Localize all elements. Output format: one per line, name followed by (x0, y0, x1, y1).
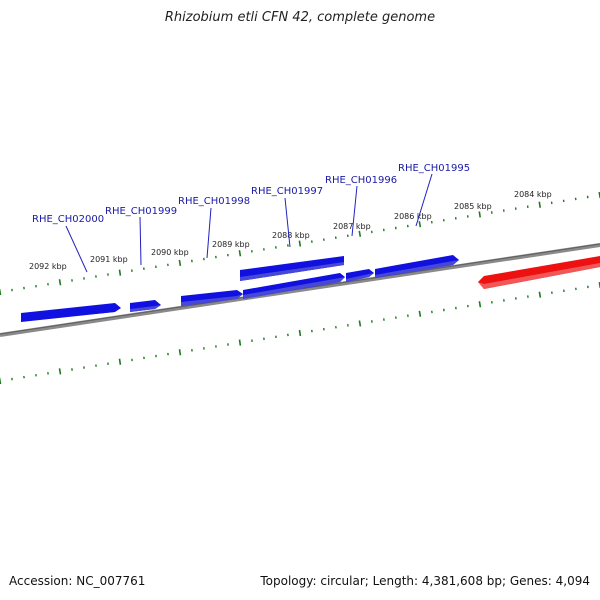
major-tick (238, 339, 242, 346)
label-leader (139, 216, 142, 266)
gene-label[interactable]: RHE_CH01999 (105, 206, 177, 217)
kbp-label: 2089 kbp (212, 240, 250, 249)
accession-label: Accession: NC_007761 (9, 574, 146, 588)
gene-label[interactable]: RHE_CH01998 (178, 196, 250, 207)
major-tick (418, 310, 422, 317)
label-leader (65, 225, 88, 273)
kbp-label: 2088 kbp (272, 231, 310, 240)
inner-tick-ring (0, 282, 600, 385)
gene-label[interactable]: RHE_CH01997 (251, 186, 323, 197)
map-title: Rhizobium etli CFN 42, complete genome (164, 10, 436, 25)
genome-backbone (0, 243, 600, 337)
gene-arrow[interactable] (240, 256, 344, 281)
gene-arrow[interactable] (130, 300, 161, 312)
major-tick (178, 349, 182, 356)
major-tick (418, 221, 422, 228)
major-tick (238, 250, 242, 257)
gene-arrow[interactable] (375, 255, 459, 278)
label-leader (351, 185, 358, 237)
gene-arrow[interactable] (243, 273, 345, 299)
major-tick (118, 358, 122, 365)
kbp-label: 2085 kbp (454, 202, 492, 211)
label-leader (284, 197, 291, 248)
gene-arrow[interactable] (346, 269, 374, 282)
gene-arrow[interactable] (478, 256, 600, 289)
major-tick (358, 320, 362, 327)
major-tick (538, 291, 542, 298)
major-tick (538, 201, 541, 208)
gene-label[interactable]: RHE_CH01995 (398, 163, 470, 174)
major-tick (358, 230, 362, 237)
gene-label[interactable]: RHE_CH02000 (32, 214, 104, 225)
outer-tick-ring (0, 191, 600, 296)
major-tick (298, 240, 302, 247)
major-tick (478, 211, 481, 218)
major-tick (0, 288, 2, 296)
label-leader (206, 207, 212, 259)
major-tick (178, 259, 182, 267)
major-tick (58, 368, 62, 375)
major-tick (478, 301, 482, 308)
major-tick (118, 269, 122, 276)
kbp-label: 2091 kbp (90, 255, 128, 264)
label-leader (415, 173, 433, 227)
kbp-label: 2084 kbp (514, 190, 552, 199)
kbp-label: 2087 kbp (333, 222, 371, 231)
gene-arrow[interactable] (21, 303, 121, 322)
topology-info: Topology: circular; Length: 4,381,608 bp… (260, 574, 590, 588)
gene-label[interactable]: RHE_CH01996 (325, 175, 397, 186)
gene-arrow[interactable] (181, 290, 243, 306)
major-tick (58, 279, 62, 286)
kbp-label: 2090 kbp (151, 248, 189, 257)
major-tick (298, 329, 302, 337)
kbp-label: 2086 kbp (394, 212, 432, 221)
major-tick (0, 377, 2, 385)
kbp-label: 2092 kbp (29, 262, 67, 271)
